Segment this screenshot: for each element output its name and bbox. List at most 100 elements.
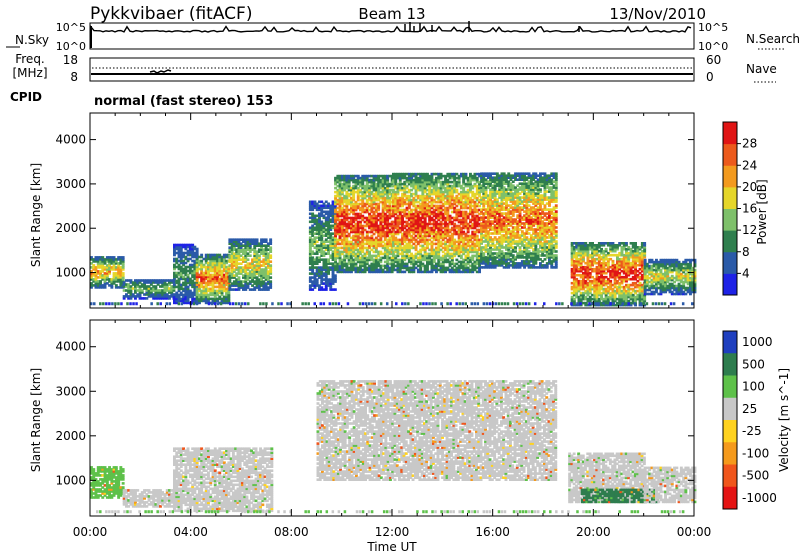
heatmap-cell	[92, 268, 96, 271]
heatmap-cell	[329, 288, 333, 291]
heatmap-cell	[266, 278, 270, 281]
heatmap-cell	[379, 266, 383, 270]
heatmap-cell	[437, 224, 441, 228]
heatmap-cell	[412, 200, 416, 204]
heatmap-cell	[394, 238, 398, 242]
heatmap-cell	[311, 220, 315, 224]
heatmap-cell	[149, 283, 153, 286]
heatmap-cell	[239, 268, 243, 271]
heatmap-cell	[331, 266, 335, 269]
heatmap-cell	[336, 264, 340, 268]
heatmap-cell	[396, 260, 400, 264]
heatmap-cell	[320, 210, 324, 214]
heatmap-cell	[423, 228, 427, 232]
heatmap-cell	[336, 210, 340, 214]
heatmap-cell	[198, 259, 201, 263]
heatmap-cell	[269, 272, 273, 275]
heatmap-cell	[324, 286, 328, 289]
heatmap-cell	[345, 250, 349, 254]
heatmap-cell	[394, 222, 398, 226]
heatmap-cell	[379, 268, 383, 272]
heatmap-cell	[336, 206, 340, 210]
heatmap-cell	[320, 248, 324, 251]
heatmap-cell	[437, 174, 441, 178]
heatmap-cell	[253, 248, 257, 251]
heatmap-cell	[173, 251, 176, 255]
heatmap-cell	[423, 188, 427, 192]
heatmap-cell	[345, 214, 349, 218]
heatmap-cell	[204, 291, 208, 295]
heatmap-cell	[253, 266, 257, 269]
heatmap-cell	[220, 299, 224, 303]
heatmap-cell	[428, 212, 432, 216]
heatmap-cell	[204, 269, 208, 273]
heatmap-cell	[340, 178, 344, 182]
heatmap-cell	[386, 180, 390, 184]
heatmap-cell	[262, 262, 266, 265]
heatmap-cell	[264, 262, 268, 265]
heatmap-cell	[103, 276, 107, 279]
heatmap-cell	[101, 264, 105, 267]
heatmap-cell	[388, 208, 392, 212]
heatmap-cell	[308, 286, 312, 289]
heatmap-cell	[244, 268, 248, 271]
heatmap-cell	[242, 276, 245, 279]
heatmap-cell	[426, 232, 429, 236]
heatmap-cell	[242, 286, 245, 289]
heatmap-cell	[338, 200, 342, 204]
heatmap-cell	[354, 228, 358, 232]
heatmap-cell	[230, 266, 234, 269]
heatmap-cell	[331, 276, 335, 279]
heatmap-cell	[177, 271, 181, 275]
heatmap-cell	[308, 208, 312, 212]
heatmap-cell	[244, 278, 248, 281]
heatmap-cell	[394, 172, 398, 176]
heatmap-cell	[235, 256, 239, 259]
heatmap-cell	[334, 240, 337, 244]
heatmap-cell	[398, 188, 402, 192]
heatmap-cell	[308, 240, 312, 243]
heatmap-cell	[340, 242, 344, 246]
heatmap-cell	[336, 224, 340, 228]
heatmap-cell	[340, 266, 344, 270]
heatmap-cell	[407, 250, 411, 254]
heatmap-cell	[145, 289, 149, 292]
heatmap-cell	[255, 256, 259, 259]
heatmap-cell	[386, 184, 390, 188]
heatmap-cell	[343, 188, 347, 192]
heatmap-cell	[403, 246, 407, 250]
heatmap-cell	[464, 172, 468, 176]
heatmap-cell	[143, 285, 146, 288]
heatmap-cell	[308, 278, 312, 281]
heatmap-cell	[392, 180, 395, 184]
heatmap-cell	[430, 268, 434, 272]
heatmap-cell	[352, 260, 356, 264]
heatmap-cell	[334, 266, 337, 270]
heatmap-cell	[184, 269, 188, 273]
heatmap-cell	[377, 208, 381, 212]
heatmap-cell	[315, 256, 319, 259]
heatmap-cell	[311, 268, 315, 271]
heatmap-cell	[390, 230, 394, 234]
heatmap-cell	[421, 208, 425, 212]
heatmap-cell	[308, 258, 312, 261]
heatmap-cell	[423, 186, 427, 190]
heatmap-cell	[430, 248, 434, 252]
heatmap-cell	[320, 226, 324, 230]
heatmap-cell	[350, 270, 353, 274]
heatmap-cell	[365, 200, 369, 204]
heatmap-cell	[216, 267, 219, 271]
heatmap-cell	[103, 274, 107, 277]
heatmap-cell	[315, 222, 319, 226]
heatmap-cell	[374, 256, 378, 260]
heatmap-cell	[414, 226, 418, 230]
heatmap-cell	[414, 244, 418, 248]
heatmap-cell	[407, 260, 411, 264]
heatmap-cell	[365, 248, 369, 252]
heatmap-cell	[311, 232, 315, 235]
heatmap-cell	[414, 220, 418, 224]
heatmap-cell	[441, 260, 445, 264]
heatmap-cell	[315, 246, 319, 249]
heatmap-cell	[179, 261, 183, 265]
heatmap-cell	[363, 260, 367, 264]
